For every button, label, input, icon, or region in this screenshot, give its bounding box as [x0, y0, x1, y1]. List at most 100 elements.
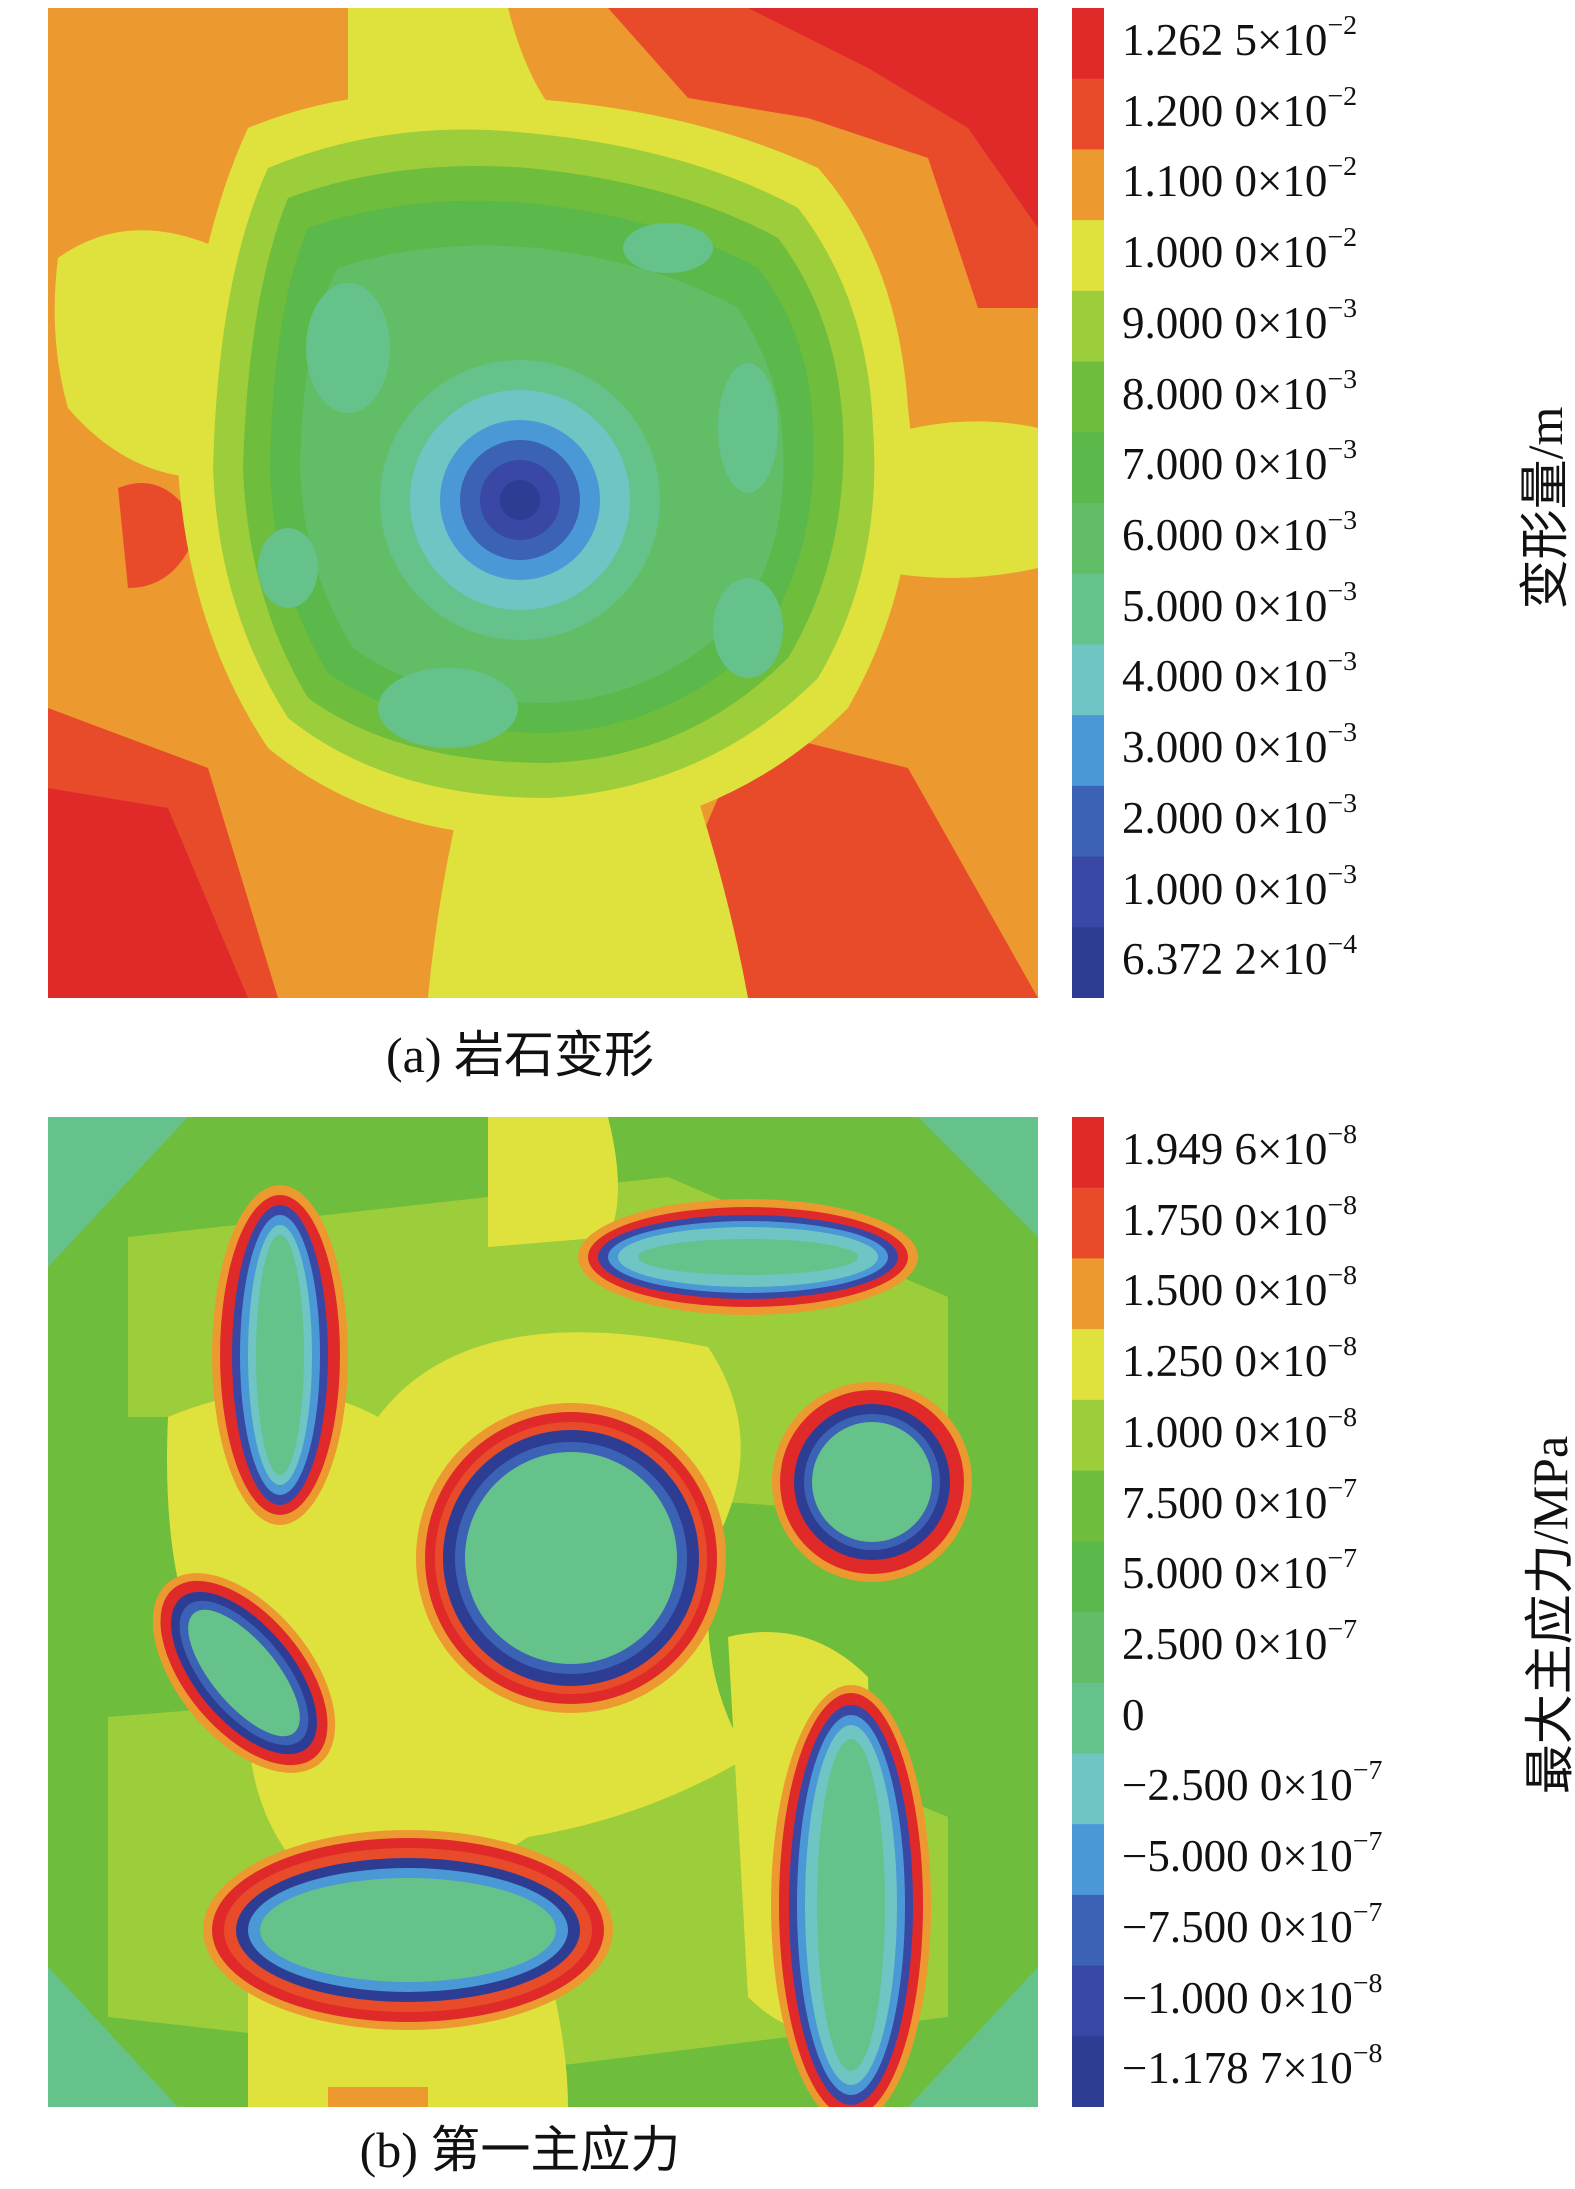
- tick-times-ten: ×10: [1257, 1124, 1328, 1174]
- tick-exponent: −3: [1327, 292, 1358, 324]
- colorbar-tick-label-6: 7.000 0×10−3: [1122, 436, 1357, 487]
- tick-times-ten: ×10: [1257, 1406, 1328, 1457]
- tick-mantissa: −1.000 0: [1122, 1972, 1283, 2023]
- colorbar-swatch-0: [1072, 8, 1104, 80]
- colorbar-tick-label-4: 9.000 0×10−3: [1122, 294, 1357, 348]
- tick-mantissa: 2.000 0: [1122, 792, 1257, 843]
- tick-mantissa: −5.000 0: [1122, 1831, 1283, 1882]
- tick-mantissa: 3.000 0: [1122, 722, 1257, 773]
- tick-exponent: −8: [1327, 1189, 1358, 1221]
- tick-times-ten: ×10: [1257, 156, 1328, 207]
- tick-mantissa: 1.000 0: [1122, 1406, 1257, 1457]
- hole-1-core: [256, 1235, 304, 1475]
- colorbar-tick-label-10: −5.000 0×10−7: [1122, 1828, 1382, 1882]
- colorbar-tick-label-0: 1.949 6×10−8: [1122, 1121, 1357, 1174]
- tick-mantissa: 9.000 0: [1122, 297, 1257, 348]
- hole-5-core: [188, 1609, 300, 1737]
- deformation-contour-svg: [48, 8, 1038, 998]
- colorbar-swatch-10: [1072, 715, 1104, 787]
- teal-lobe-3: [718, 363, 778, 493]
- tick-exponent: −7: [1352, 1896, 1383, 1928]
- colorbar-swatch-7: [1072, 503, 1104, 575]
- tick-times-ten: ×10: [1257, 297, 1328, 348]
- colorbar-swatch-1: [1072, 1187, 1104, 1260]
- tick-exponent: −8: [1352, 2038, 1383, 2070]
- teal-lobe-5: [378, 668, 518, 748]
- colorbar-swatch-7: [1072, 1612, 1104, 1684]
- tick-times-ten: ×10: [1257, 792, 1328, 843]
- hole-3: [416, 1403, 726, 1713]
- hole-2-core: [638, 1239, 858, 1275]
- tick-times-ten: ×10: [1257, 1194, 1328, 1245]
- tick-times-ten: ×10: [1257, 580, 1328, 631]
- colorbar-tick-label-11: −7.500 0×10−7: [1122, 1898, 1382, 1952]
- hole-5: [152, 1573, 336, 1773]
- tick-times-ten: ×10: [1257, 1336, 1328, 1387]
- tick-times-ten: ×10: [1282, 1972, 1353, 2023]
- tick-times-ten: ×10: [1282, 1760, 1353, 1811]
- colorbar-swatch-2: [1072, 149, 1104, 221]
- hole-1: [212, 1185, 348, 1525]
- tick-exponent: −3: [1327, 717, 1358, 749]
- tick-mantissa: −1.178 7: [1122, 2043, 1283, 2094]
- colorbar-tick-label-4: 1.000 0×10−8: [1122, 1403, 1357, 1457]
- deformation-colorbar-label: 变形量/m: [1517, 406, 1573, 610]
- tick-exponent: −8: [1327, 1260, 1358, 1292]
- tick-mantissa: 7.500 0: [1122, 1477, 1257, 1528]
- tick-times-ten: ×10: [1282, 1901, 1353, 1952]
- tick-mantissa: 5.000 0: [1122, 1548, 1257, 1599]
- tick-mantissa: 1.100 0: [1122, 156, 1257, 207]
- colorbar-swatch-1: [1072, 78, 1104, 151]
- colorbar-tick-label-10: 3.000 0×10−3: [1122, 719, 1357, 773]
- tick-exponent: −8: [1327, 1119, 1358, 1151]
- stress-colorbar: [1072, 1117, 1104, 2107]
- tick-exponent: −7: [1352, 1826, 1383, 1858]
- hole-6-core: [260, 1878, 556, 1982]
- tick-mantissa: 4.000 0: [1122, 651, 1257, 702]
- deformation-colorbar: [1072, 8, 1104, 998]
- colorbar-tick-label-0: 1.262 5×10−2: [1122, 12, 1357, 63]
- tick-times-ten: ×10: [1257, 85, 1328, 136]
- hole-2: [578, 1199, 918, 1315]
- red-region-left-spot: [118, 483, 198, 588]
- tick-exponent: −8: [1327, 1401, 1358, 1433]
- tick-mantissa: 6.372 2: [1122, 934, 1257, 985]
- colorbar-tick-label-1: 1.200 0×10−2: [1122, 82, 1357, 136]
- colorbar-swatch-6: [1072, 432, 1104, 504]
- hole-4-core: [812, 1422, 932, 1542]
- colorbar-swatch-11: [1072, 785, 1104, 858]
- colorbar-tick-label-2: 1.500 0×10−8: [1122, 1262, 1357, 1316]
- colorbar-tick-label-8: 0: [1122, 1692, 1145, 1738]
- yellow-arm-left: [54, 230, 219, 478]
- hole-3-core: [465, 1452, 677, 1664]
- tick-exponent: −7: [1327, 1543, 1358, 1575]
- colorbar-tick-label-12: −1.000 0×10−8: [1122, 1969, 1382, 2023]
- colorbar-tick-label-7: 6.000 0×10−3: [1122, 507, 1357, 558]
- tick-exponent: −2: [1327, 80, 1358, 112]
- hole-7: [771, 1685, 931, 2107]
- tick-exponent: −3: [1327, 505, 1358, 537]
- tick-mantissa: −2.500 0: [1122, 1760, 1283, 1811]
- colorbar-swatch-2: [1072, 1258, 1104, 1330]
- colorbar-swatch-12: [1072, 856, 1104, 928]
- teal-lobe-1: [306, 283, 390, 413]
- deformation-caption: (a) 岩石变形: [386, 1027, 654, 1083]
- corner-teal-bottom-left: [48, 1967, 178, 2107]
- tick-times-ten: ×10: [1257, 651, 1328, 702]
- stress-colorbar-ticks: 1.949 6×10−8 1.750 0×10−8 1.500 0×10−8 1.25…: [1122, 1117, 1502, 2107]
- tick-exponent: −2: [1327, 10, 1358, 42]
- tick-mantissa: 1.500 0: [1122, 1265, 1257, 1316]
- hole-7-core: [817, 1739, 885, 2071]
- colorbar-tick-label-2: 1.100 0×10−2: [1122, 153, 1357, 207]
- tick-times-ten: ×10: [1257, 1265, 1328, 1316]
- orange-strip-bottom: [328, 2087, 428, 2107]
- colorbar-tick-label-11: 2.000 0×10−3: [1122, 789, 1357, 843]
- tick-mantissa: 1.000 0: [1122, 227, 1257, 278]
- bullseye-center: [500, 480, 540, 520]
- tick-mantissa: 1.949 6: [1122, 1124, 1257, 1174]
- tick-exponent: −2: [1327, 222, 1358, 254]
- panel-rock-deformation: 1.262 5×10−2 1.200 0×10−2 1.100 0×10−2 1.00…: [48, 8, 1573, 1083]
- tick-mantissa: −7.500 0: [1122, 1901, 1283, 1952]
- colorbar-swatch-6: [1072, 1541, 1104, 1613]
- colorbar-tick-label-12: 1.000 0×10−3: [1122, 860, 1357, 912]
